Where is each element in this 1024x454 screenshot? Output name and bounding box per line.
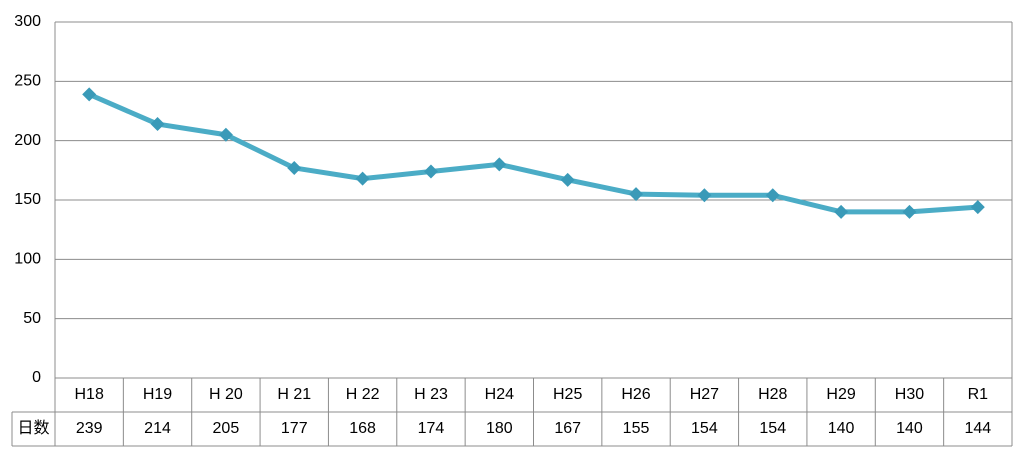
x-tick-label: H 20 xyxy=(209,386,243,403)
y-tick-label: 300 xyxy=(14,13,41,30)
data-marker xyxy=(697,188,712,203)
data-marker xyxy=(629,187,644,202)
table-value: 205 xyxy=(213,420,240,437)
data-marker xyxy=(287,160,302,175)
series-name: 日数 xyxy=(17,419,49,437)
data-marker xyxy=(765,188,780,203)
table-value: 177 xyxy=(281,420,308,437)
table-value: 140 xyxy=(828,420,855,437)
data-marker xyxy=(834,204,849,219)
x-tick-label: H25 xyxy=(553,386,582,403)
x-tick-label: H18 xyxy=(74,386,103,403)
table-value: 214 xyxy=(144,420,171,437)
table-value: 155 xyxy=(623,420,650,437)
y-tick-label: 250 xyxy=(14,73,41,90)
table-value: 168 xyxy=(349,420,376,437)
y-tick-label: 0 xyxy=(32,369,41,386)
table-value: 154 xyxy=(759,420,786,437)
x-tick-label: H29 xyxy=(826,386,855,403)
data-marker xyxy=(560,172,575,187)
table-value: 154 xyxy=(691,420,718,437)
x-tick-label: R1 xyxy=(968,386,989,403)
y-tick-label: 100 xyxy=(14,251,41,268)
data-line xyxy=(88,92,978,215)
data-marker xyxy=(423,164,438,179)
x-tick-label: H28 xyxy=(758,386,787,403)
data-marker xyxy=(150,117,165,132)
table-value: 180 xyxy=(486,420,513,437)
y-tick-label: 50 xyxy=(23,310,41,327)
data-marker xyxy=(355,171,370,186)
x-tick-label: H24 xyxy=(485,386,514,403)
x-tick-label: H 22 xyxy=(346,386,380,403)
x-tick-label: H 21 xyxy=(277,386,311,403)
data-marker xyxy=(902,204,917,219)
x-tick-label: H27 xyxy=(690,386,719,403)
data-marker xyxy=(970,200,985,215)
table-value: 239 xyxy=(76,420,103,437)
table-value: 140 xyxy=(896,420,923,437)
y-tick-label: 150 xyxy=(14,191,41,208)
table-value: 174 xyxy=(418,420,445,437)
table-value: 144 xyxy=(964,420,991,437)
x-tick-label: H 23 xyxy=(414,386,448,403)
y-tick-label: 200 xyxy=(14,132,41,149)
data-marker xyxy=(218,127,233,142)
x-tick-label: H26 xyxy=(621,386,650,403)
x-tick-label: H30 xyxy=(895,386,924,403)
x-tick-label: H19 xyxy=(143,386,172,403)
table-value: 167 xyxy=(554,420,581,437)
data-marker xyxy=(492,157,507,172)
data-marker xyxy=(82,87,97,102)
